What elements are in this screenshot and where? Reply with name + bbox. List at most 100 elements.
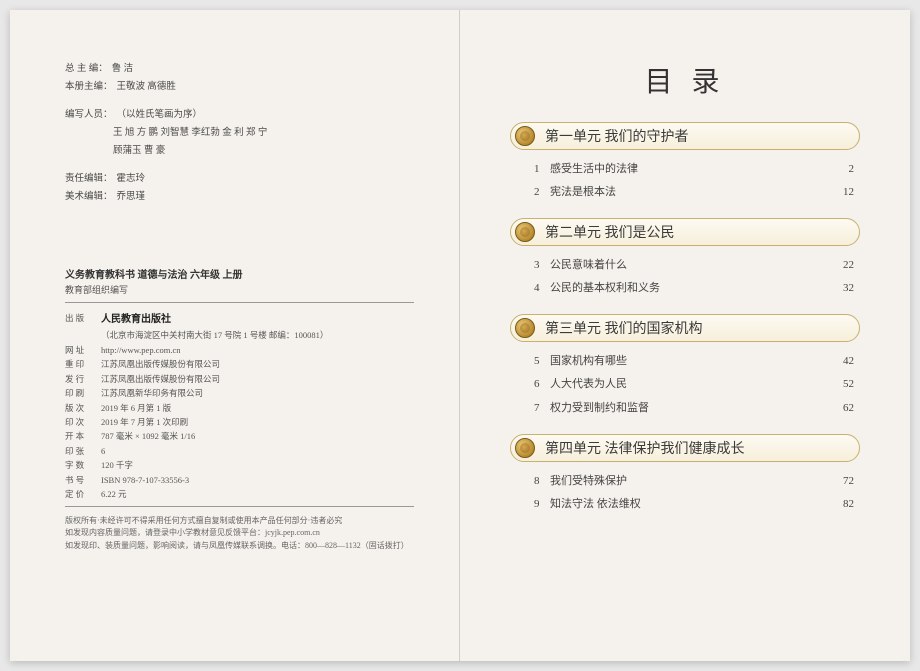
- publication-info: 出 版人民教育出版社 （北京市海淀区中关村南大街 17 号院 1 号楼 邮编：1…: [65, 311, 414, 501]
- chapter-title: 国家机构有哪些: [550, 350, 824, 373]
- chapter-list: 1感受生活中的法律22宪法是根本法12: [510, 158, 860, 204]
- pub-label: 出 版: [65, 311, 101, 328]
- issue-label: 发 行: [65, 372, 101, 386]
- chapter-row: 2宪法是根本法12: [534, 181, 854, 204]
- toc-unit: 第二单元 我们是公民3公民意味着什么224公民的基本权利和义务32: [510, 218, 860, 300]
- chapter-row: 9知法守法 依法维权82: [534, 493, 854, 516]
- chapter-page: 72: [824, 470, 854, 493]
- writers-line1: 王 旭 方 鹏 刘智慧 李红勃 金 利 郑 宁: [113, 124, 414, 142]
- toc-body: 第一单元 我们的守护者1感受生活中的法律22宪法是根本法12第二单元 我们是公民…: [510, 122, 860, 516]
- toc-title: 目 录: [510, 60, 860, 100]
- chapter-list: 8我们受特殊保护729知法守法 依法维权82: [510, 470, 860, 516]
- chapter-number: 9: [534, 493, 550, 516]
- size: 787 毫米 × 1092 毫米 1/16: [101, 429, 414, 443]
- divider: [65, 302, 414, 303]
- sheets: 6: [101, 444, 414, 458]
- chapter-number: 3: [534, 254, 550, 277]
- legal-notice: 版权所有·未经许可不得采用任何方式擅自复制或使用本产品任何部分·违者必究 如发现…: [65, 515, 414, 553]
- price: 6.22 元: [101, 487, 414, 501]
- legal-line3: 如发现印、装质量问题，影响阅读，请与凤凰传媒联系调换。电话：800—828—11…: [65, 540, 414, 553]
- legal-line1: 版权所有·未经许可不得采用任何方式擅自复制或使用本产品任何部分·违者必究: [65, 515, 414, 528]
- chapter-row: 7权力受到制约和监督62: [534, 397, 854, 420]
- chapter-number: 7: [534, 397, 550, 420]
- chapter-list: 3公民意味着什么224公民的基本权利和义务32: [510, 254, 860, 300]
- toc-unit: 第三单元 我们的国家机构5国家机构有哪些426人大代表为人民527权力受到制约和…: [510, 314, 860, 419]
- chapter-number: 8: [534, 470, 550, 493]
- edition: 2019 年 6 月第 1 版: [101, 401, 414, 415]
- publisher: 人民教育出版社: [101, 311, 414, 328]
- chapter-title: 人大代表为人民: [550, 373, 824, 396]
- medallion-icon: [515, 126, 535, 146]
- unit-header: 第一单元 我们的守护者: [510, 122, 860, 150]
- chapter-number: 2: [534, 181, 550, 204]
- legal-line2: 如发现内容质量问题，请登录中小学教材意见反馈平台：jcyjk.pep.com.c…: [65, 527, 414, 540]
- toc-unit: 第一单元 我们的守护者1感受生活中的法律22宪法是根本法12: [510, 122, 860, 204]
- medallion-icon: [515, 222, 535, 242]
- unit-header: 第三单元 我们的国家机构: [510, 314, 860, 342]
- chapter-row: 1感受生活中的法律2: [534, 158, 854, 181]
- credits-block: 总 主 编：鲁 洁 本册主编：王敬波 高德胜 编写人员：（以姓氏笔画为序） 王 …: [65, 60, 414, 206]
- toc-unit: 第四单元 法律保护我们健康成长 8我们受特殊保护729知法守法 依法维权82: [510, 434, 860, 516]
- edition-label: 版 次: [65, 401, 101, 415]
- reprint: 江苏凤凰出版传媒股份有限公司: [101, 357, 414, 371]
- unit-title: 第三单元 我们的国家机构: [545, 318, 703, 338]
- chief-editor: 鲁 洁: [112, 60, 133, 78]
- art-editor-label: 美术编辑：: [65, 188, 113, 206]
- chapter-row: 8我们受特殊保护72: [534, 470, 854, 493]
- chapter-row: 3公民意味着什么22: [534, 254, 854, 277]
- chapter-number: 1: [534, 158, 550, 181]
- chapter-page: 32: [824, 277, 854, 300]
- book-title: 义务教育教科书 道德与法治 六年级 上册: [65, 266, 414, 281]
- chapter-page: 52: [824, 373, 854, 396]
- issue: 江苏凤凰出版传媒股份有限公司: [101, 372, 414, 386]
- isbn: ISBN 978-7-107-33556-3: [101, 473, 414, 487]
- chapter-page: 12: [824, 181, 854, 204]
- toc-page: 目 录 第一单元 我们的守护者1感受生活中的法律22宪法是根本法12第二单元 我…: [460, 10, 910, 661]
- printing-label: 印 次: [65, 415, 101, 429]
- chapter-title: 公民的基本权利和义务: [550, 277, 824, 300]
- chapter-page: 22: [824, 254, 854, 277]
- book-spread: 总 主 编：鲁 洁 本册主编：王敬波 高德胜 编写人员：（以姓氏笔画为序） 王 …: [10, 10, 910, 661]
- unit-header: 第二单元 我们是公民: [510, 218, 860, 246]
- volume-editor: 王敬波 高德胜: [117, 78, 176, 96]
- words-label: 字 数: [65, 458, 101, 472]
- chapter-page: 42: [824, 350, 854, 373]
- chapter-title: 我们受特殊保护: [550, 470, 824, 493]
- web-label: 网 址: [65, 343, 101, 357]
- chapter-title: 知法守法 依法维权: [550, 493, 824, 516]
- chapter-title: 公民意味着什么: [550, 254, 824, 277]
- colophon-page: 总 主 编：鲁 洁 本册主编：王敬波 高德胜 编写人员：（以姓氏笔画为序） 王 …: [10, 10, 460, 661]
- isbn-label: 书 号: [65, 473, 101, 487]
- chapter-row: 5国家机构有哪些42: [534, 350, 854, 373]
- writers-line2: 顾蒲玉 曹 豪: [113, 142, 414, 160]
- publisher-addr: （北京市海淀区中关村南大街 17 号院 1 号楼 邮编：100081）: [101, 328, 414, 342]
- reprint-label: 重 印: [65, 357, 101, 371]
- book-subtitle: 教育部组织编写: [65, 283, 414, 296]
- price-label: 定 价: [65, 487, 101, 501]
- sheets-label: 印 张: [65, 444, 101, 458]
- medallion-icon: [515, 318, 535, 338]
- unit-title: 第二单元 我们是公民: [545, 222, 675, 242]
- chapter-title: 权力受到制约和监督: [550, 397, 824, 420]
- chapter-page: 2: [824, 158, 854, 181]
- chapter-number: 6: [534, 373, 550, 396]
- size-label: 开 本: [65, 429, 101, 443]
- unit-header: 第四单元 法律保护我们健康成长: [510, 434, 860, 462]
- chapter-title: 感受生活中的法律: [550, 158, 824, 181]
- resp-editor-label: 责任编辑：: [65, 170, 113, 188]
- chief-editor-label: 总 主 编：: [65, 60, 108, 78]
- print: 江苏凤凰新华印务有限公司: [101, 386, 414, 400]
- chapter-row: 6人大代表为人民52: [534, 373, 854, 396]
- unit-title: 第一单元 我们的守护者: [545, 126, 689, 146]
- medallion-icon: [515, 438, 535, 458]
- writers-label: 编写人员：: [65, 106, 113, 124]
- chapter-row: 4公民的基本权利和义务32: [534, 277, 854, 300]
- chapter-number: 4: [534, 277, 550, 300]
- writers-note: （以姓氏笔画为序）: [117, 106, 203, 124]
- volume-editor-label: 本册主编：: [65, 78, 113, 96]
- divider: [65, 506, 414, 507]
- words: 120 千字: [101, 458, 414, 472]
- web-url: http://www.pep.com.cn: [101, 343, 414, 357]
- resp-editor: 霍志玲: [117, 170, 146, 188]
- chapter-title: 宪法是根本法: [550, 181, 824, 204]
